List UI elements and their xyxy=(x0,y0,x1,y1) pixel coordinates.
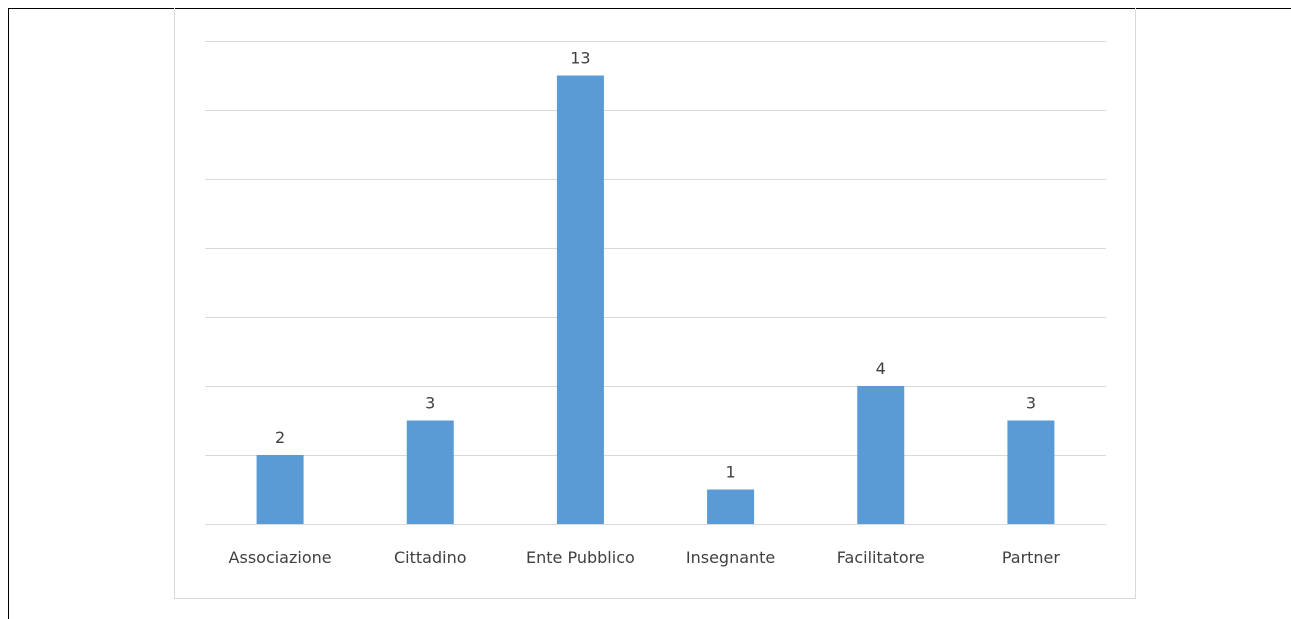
category-label: Facilitatore xyxy=(837,548,925,567)
bar xyxy=(256,455,304,524)
gridlines xyxy=(205,41,1106,525)
bars xyxy=(256,75,1055,524)
bar-value-label: 1 xyxy=(725,463,735,482)
bar-value-label: 2 xyxy=(275,428,285,447)
bar-value-labels: 2 3 13 1 4 3 xyxy=(275,49,1036,482)
bar xyxy=(556,75,604,524)
category-labels: Associazione Cittadino Ente Pubblico Insegn… xyxy=(229,548,1061,567)
bar-value-label: 4 xyxy=(876,359,886,378)
page-border-top xyxy=(8,8,1291,9)
chart-frame xyxy=(174,8,1136,599)
bar xyxy=(857,386,905,524)
bar-value-label: 3 xyxy=(425,394,435,413)
bar xyxy=(1007,420,1055,524)
bar xyxy=(707,489,755,524)
page-border-left xyxy=(8,8,9,619)
category-label: Cittadino xyxy=(394,548,467,567)
category-label: Associazione xyxy=(229,548,332,567)
category-label: Insegnante xyxy=(686,548,775,567)
bar xyxy=(406,420,454,524)
bar-value-label: 13 xyxy=(570,49,590,68)
category-label: Partner xyxy=(1002,548,1061,567)
category-label: Ente Pubblico xyxy=(526,548,635,567)
bar-value-label: 3 xyxy=(1026,394,1036,413)
